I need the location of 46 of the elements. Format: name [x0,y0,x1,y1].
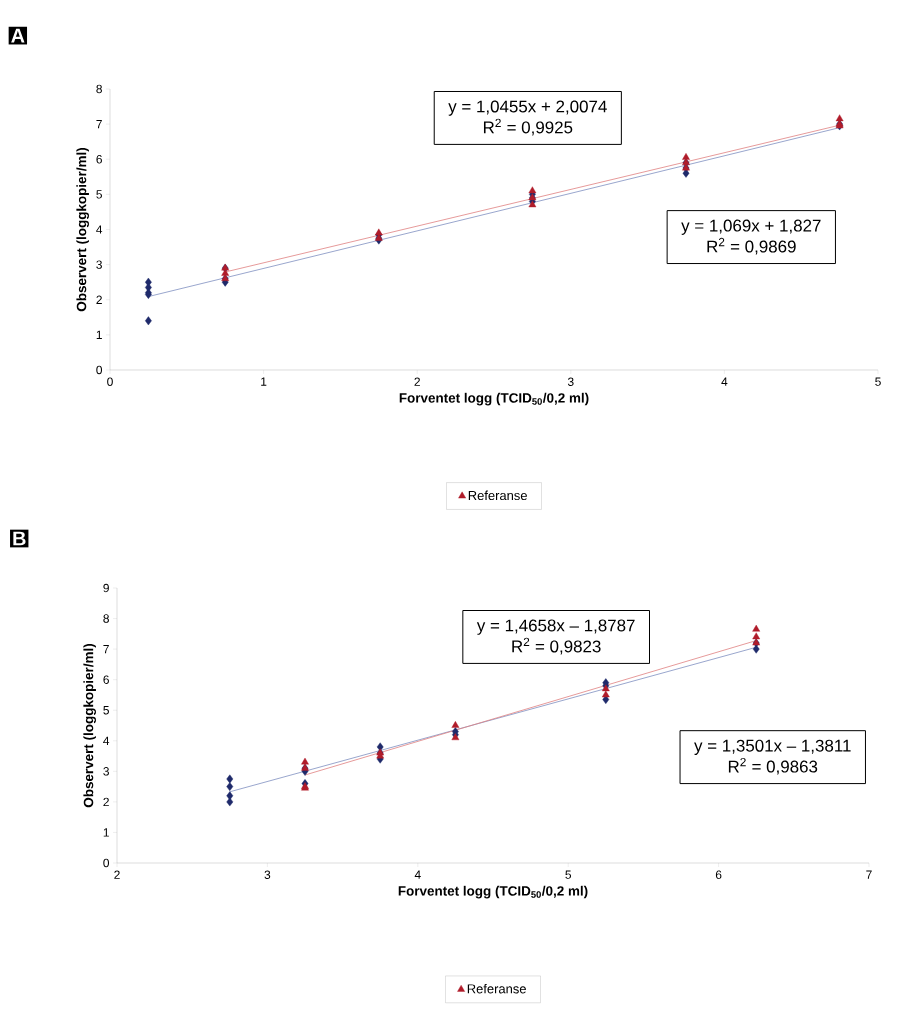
x-axis-title: Forventet logg (TCID$_{50}$/0,2 ml) [398,885,588,899]
x-axis-title: Forventet logg (TCID$_{50}$/0,2 ml) [399,392,589,406]
y-tick-label: 3 [103,767,109,776]
y-tick-label: 6 [103,675,109,684]
x-tick-label: 5 [565,870,572,879]
x-tick-label: 7 [866,870,872,879]
chart-title: A [11,28,25,43]
chart-title: B [13,531,26,546]
y-tick-label: 0 [96,365,103,375]
y-tick-label: 4 [96,225,103,234]
x-tick-label: 6 [715,870,722,879]
y-tick-label: 3 [96,260,102,269]
x-tick-label: 3 [567,377,574,386]
annotation: y = 1,3501x – 1,3811 [694,739,851,756]
x-tick-label: 2 [414,377,420,386]
legend-label: Referanse [468,490,527,501]
y-tick-label: 2 [96,295,102,304]
annotation: R$^{2}$ = 0,9863 [728,757,818,775]
x-tick-label: 4 [414,870,421,879]
y-axis-title: Observert (loggkopier/ml) [76,147,89,312]
annotation: y = 1,069x + 1,827 [681,219,821,235]
y-tick-label: 5 [96,190,102,199]
annotation: R$^{2}$ = 0,9823 [512,637,601,655]
y-tick-label: 4 [103,736,110,745]
annotation: y = 1,0455x + 2,0074 [448,100,607,116]
y-axis-title: Observert (loggkopier/ml) [83,643,96,808]
x-tick-label: 1 [261,377,267,386]
y-tick-label: 0 [103,858,110,868]
y-tick-label: 6 [96,155,102,164]
annotation: R$^{2}$ = 0,9925 [483,118,573,136]
y-tick-label: 2 [103,797,109,807]
x-tick-label: 4 [721,377,728,386]
y-tick-label: 5 [103,706,109,715]
y-tick-label: 7 [103,645,109,654]
y-tick-label: 7 [96,120,102,129]
y-tick-label: 9 [103,583,109,593]
y-tick-label: 1 [96,330,102,339]
legend-label: Referanse [467,983,526,994]
y-tick-label: 8 [103,614,109,623]
annotation: y = 1,4658x – 1,8787 [476,619,635,635]
annotation: R$^{2}$ = 0,9869 [707,237,796,255]
x-tick-label: 2 [114,870,120,879]
x-tick-label: 3 [264,870,271,879]
y-tick-label: 1 [103,828,109,837]
x-tick-label: 5 [875,377,881,386]
y-tick-label: 8 [96,84,102,94]
